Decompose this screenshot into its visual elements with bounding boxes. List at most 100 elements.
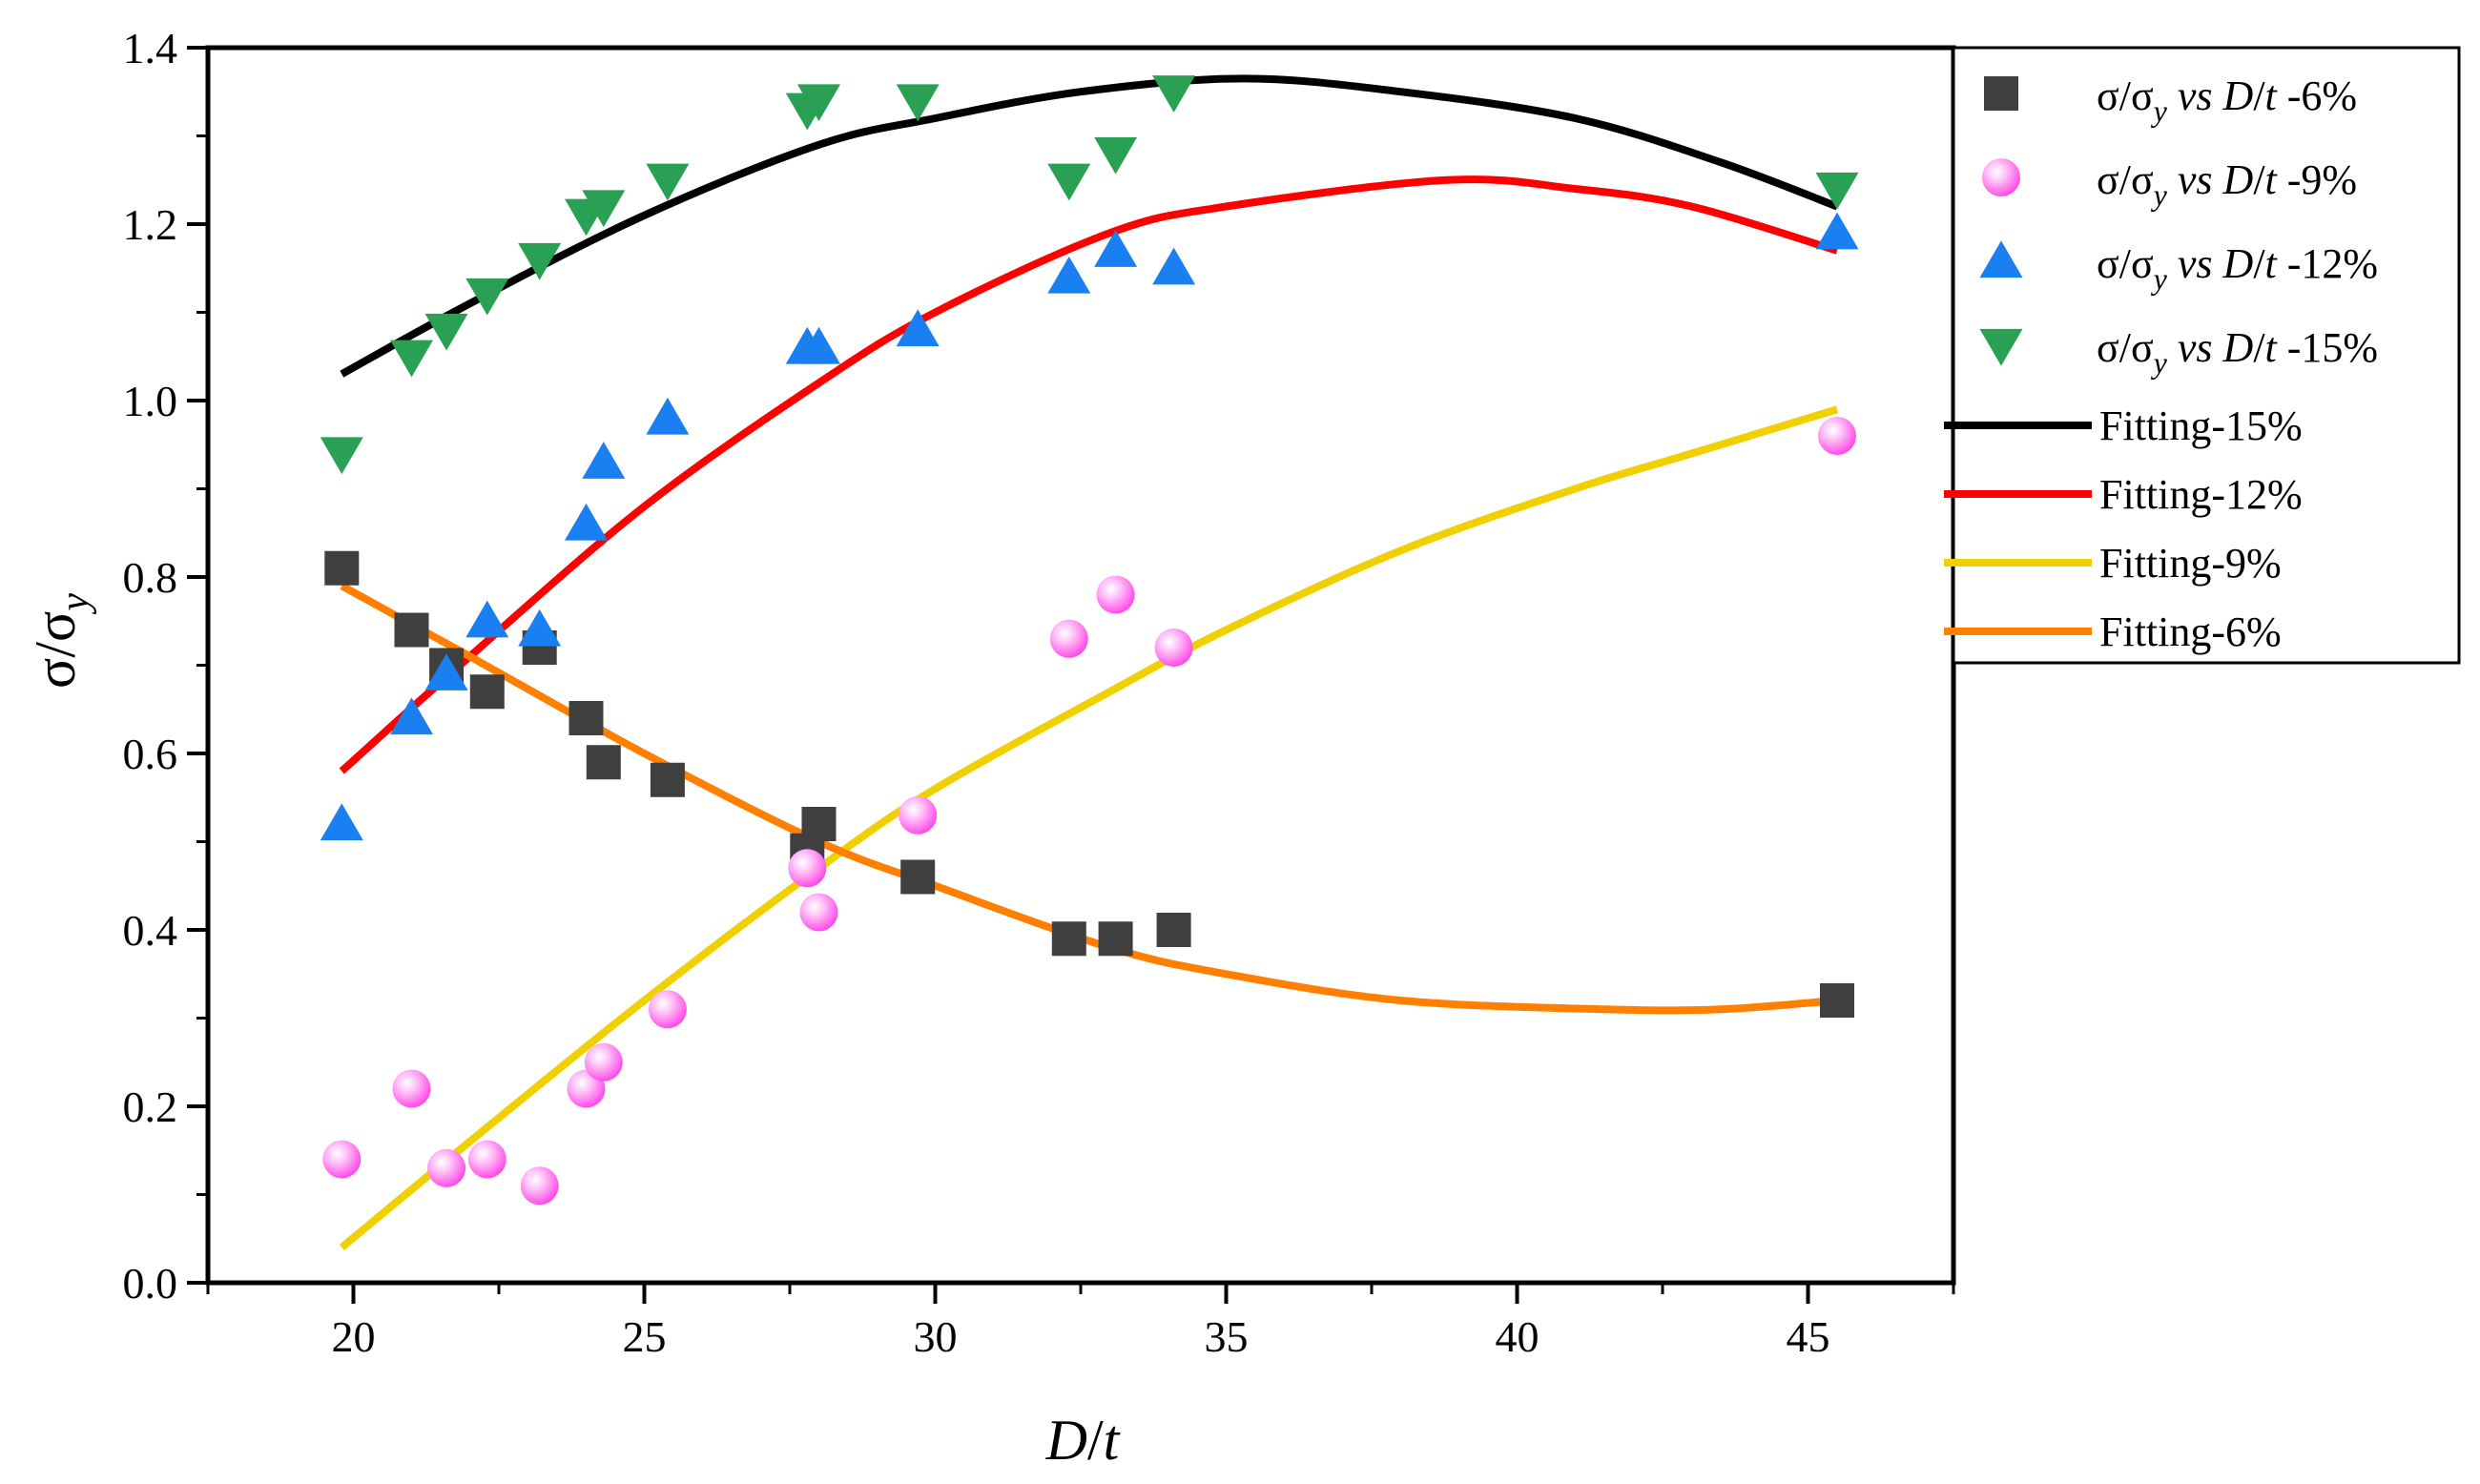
series-triangle-down [320,75,1859,475]
data-point-square [568,701,604,735]
y-tick-label: 0.6 [123,730,178,778]
x-axis-title-slash: / [1087,1409,1104,1472]
legend-fit-label: Fitting-6% [2099,608,2282,655]
legend-label-part: y [2151,177,2168,212]
data-point-triangle-down [646,163,690,201]
data-point-triangle-up [320,803,363,841]
data-point-triangle-down [1047,163,1091,201]
legend-label-part: / [2253,240,2265,287]
data-point-triangle-up [797,326,840,364]
data-point-triangle-up [390,697,433,735]
legend-marker-square [1984,76,2018,111]
data-point-square [900,859,936,895]
data-point-triangle-up [465,600,509,638]
x-axis-title-d: D [1045,1409,1087,1472]
legend-label-part: / [2253,156,2265,203]
legend-label: σ/σy vs D/t -9% [2097,156,2357,212]
data-point-triangle-up [1152,247,1196,285]
data-point-triangle-up [518,608,562,647]
x-axis-title: D/t [1045,1409,1121,1472]
legend-label-part: t [2265,72,2279,119]
legend-label-part: t [2265,156,2279,203]
legend-label-part: D [2222,324,2254,371]
y-tick-label: 0.2 [123,1082,178,1131]
data-point-triangle-up [896,309,940,347]
data-point-triangle-down [582,190,626,228]
data-point-square [1051,921,1086,957]
data-point-triangle-down [1094,136,1138,175]
data-point-triangle-down [424,313,468,351]
legend-label-part: y [2151,345,2168,380]
legend-label-part: / [2253,324,2265,371]
y-tick-label: 0.8 [123,553,178,602]
legend-label-part: vs [2167,156,2223,203]
data-point-triangle-up [1094,230,1138,267]
data-point-sphere [648,990,687,1029]
x-tick-label: 45 [1787,1312,1830,1361]
fit-line-fitting-6pct [340,582,1838,1015]
data-point-square [469,674,505,710]
fit-curves [339,74,1839,1251]
series-square [324,550,1854,1018]
legend-label-part: D [2222,240,2254,287]
data-point-triangle-down [797,84,840,122]
data-point-square [1156,913,1191,947]
data-point-triangle-down [465,278,509,316]
fit-line-fitting-9pct [339,405,1839,1251]
data-point-sphere [467,1140,506,1179]
data-point-sphere [1154,629,1193,667]
legend-label-part: vs [2167,240,2223,287]
data-point-sphere [799,893,838,932]
x-tick-label: 25 [623,1312,667,1361]
y-tick-label: 1.2 [123,200,178,249]
legend-label-part: -12% [2277,240,2378,287]
data-point-triangle-up [582,442,626,479]
data-point-sphere [1096,575,1135,614]
data-markers [320,75,1859,1206]
data-point-triangle-down [1152,75,1196,113]
legend-label-part: vs [2167,72,2223,119]
legend-label-part: vs [2167,324,2223,371]
y-tick-label: 0.0 [123,1259,178,1308]
data-point-triangle-up [646,397,690,435]
series-sphere [322,417,1856,1206]
data-point-triangle-down [896,84,940,122]
data-point-sphere [1818,417,1856,455]
data-point-square [324,550,360,586]
legend-marker-triangle-down [1979,328,2023,366]
x-tick-label: 30 [914,1312,958,1361]
y-tick-label: 1.0 [123,377,178,425]
x-axis-title-t: t [1104,1409,1121,1472]
legend-label-part: σ/σ [2097,156,2154,203]
data-point-sphere [520,1166,559,1206]
data-point-triangle-down [1815,172,1859,210]
legend-label-part: y [2151,93,2168,128]
legend-label-part: t [2265,324,2279,371]
legend-label-part: σ/σ [2097,72,2154,119]
data-point-square [801,807,837,841]
data-point-sphere [427,1148,466,1187]
data-point-square [586,745,621,780]
legend-label-part: / [2253,72,2265,119]
legend-label: σ/σy vs D/t -15% [2097,324,2378,380]
y-axis-title: σ/σy [24,593,97,689]
legend-label-part: σ/σ [2097,240,2154,287]
series-triangle-up [320,212,1859,841]
data-point-triangle-up [1815,212,1859,250]
x-axis-ticks: 20 25 30 35 40 45 [206,1283,1955,1361]
data-point-sphere [899,795,938,835]
legend-label-part: -6% [2277,72,2357,119]
legend-label-part: D [2222,72,2254,119]
data-point-square [1820,983,1854,1018]
data-point-square [394,612,429,648]
data-point-triangle-up [1047,256,1091,294]
data-point-sphere [584,1042,623,1082]
data-point-sphere [392,1069,431,1108]
data-point-sphere [788,849,827,888]
x-tick-label: 20 [332,1312,376,1361]
legend-label-part: σ/σ [2097,324,2154,371]
data-point-square [1098,921,1133,957]
legend-fit-label: Fitting-9% [2099,540,2282,587]
legend-marker-sphere [1982,158,2020,196]
